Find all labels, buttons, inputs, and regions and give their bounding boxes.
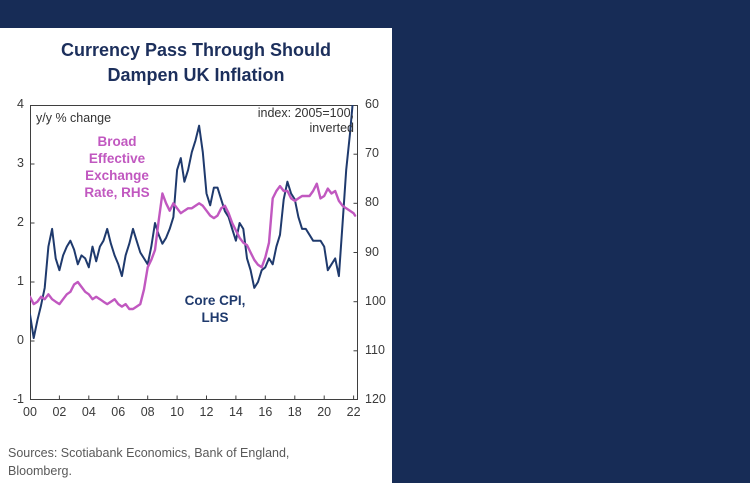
x-axis-tick-label: 10 (170, 405, 185, 419)
left-axis-tick-label: 4 (17, 97, 24, 111)
sources-note: Sources: Scotiabank Economics, Bank of E… (8, 444, 289, 480)
right-axis-tick-label: 100 (365, 293, 386, 308)
plot-area (30, 105, 358, 400)
exchange-rate-series-label: Broad Effective Exchange Rate, RHS (62, 133, 172, 201)
left-axis-tick-label: 3 (17, 156, 24, 170)
right-axis-tick-label: 70 (365, 146, 379, 161)
right-axis-unit-note-line1: index: 2005=100, (257, 106, 354, 120)
core-cpi-series-label-line1: Core CPI, (184, 293, 246, 308)
chart-canvas (30, 105, 358, 400)
x-axis-tick-label: 08 (140, 405, 155, 419)
x-axis-tick-label: 02 (52, 405, 67, 419)
right-axis-tick-label: 60 (365, 97, 379, 111)
right-axis-tick-label: 120 (365, 392, 386, 406)
left-axis-tick-label: 2 (17, 215, 24, 229)
chart-title-line1: Currency Pass Through Should (60, 40, 332, 60)
x-axis-tick-label: 22 (346, 405, 361, 419)
x-axis-tick-label: 14 (228, 405, 243, 419)
exchange-rate-series-label-line1: Broad (97, 134, 137, 149)
right-axis-tick-label: 110 (365, 342, 385, 357)
left-axis-tick-label: -1 (12, 392, 24, 406)
left-axis-tick-label: 1 (17, 274, 24, 288)
chart-panel: Currency Pass Through Should Dampen UK I… (0, 28, 392, 483)
x-axis-tick-label: 12 (199, 405, 214, 419)
left-axis-tick-label: 0 (17, 333, 24, 347)
x-axis-tick-label: 04 (81, 405, 96, 419)
right-axis-tick-label: 80 (365, 195, 379, 210)
core-cpi-series-label: Core CPI, LHS (160, 292, 270, 326)
right-axis-unit-note: index: 2005=100, inverted (258, 106, 354, 136)
x-axis-tick-label: 20 (317, 405, 332, 419)
right-axis-unit-note-line2: inverted (309, 121, 354, 135)
chart-title: Currency Pass Through Should Dampen UK I… (0, 38, 392, 88)
sources-note-line2: Bloomberg. (8, 464, 72, 478)
right-axis-tick-label: 90 (365, 244, 379, 259)
exchange-rate-series-label-line4: Rate, RHS (84, 185, 150, 200)
x-axis-tick-label: 06 (111, 405, 126, 419)
core-cpi-series-label-line2: LHS (201, 310, 229, 325)
chart-title-line2: Dampen UK Inflation (107, 65, 285, 85)
x-axis-tick-label: 18 (287, 405, 302, 419)
left-axis-unit-note: y/y % change (36, 111, 112, 125)
sources-note-line1: Sources: Scotiabank Economics, Bank of E… (8, 446, 290, 460)
x-axis-tick-label: 16 (258, 405, 273, 419)
exchange-rate-series-label-line2: Effective (88, 151, 146, 166)
x-axis-tick-label: 00 (23, 405, 37, 419)
exchange-rate-series-label-line3: Exchange (85, 168, 149, 183)
